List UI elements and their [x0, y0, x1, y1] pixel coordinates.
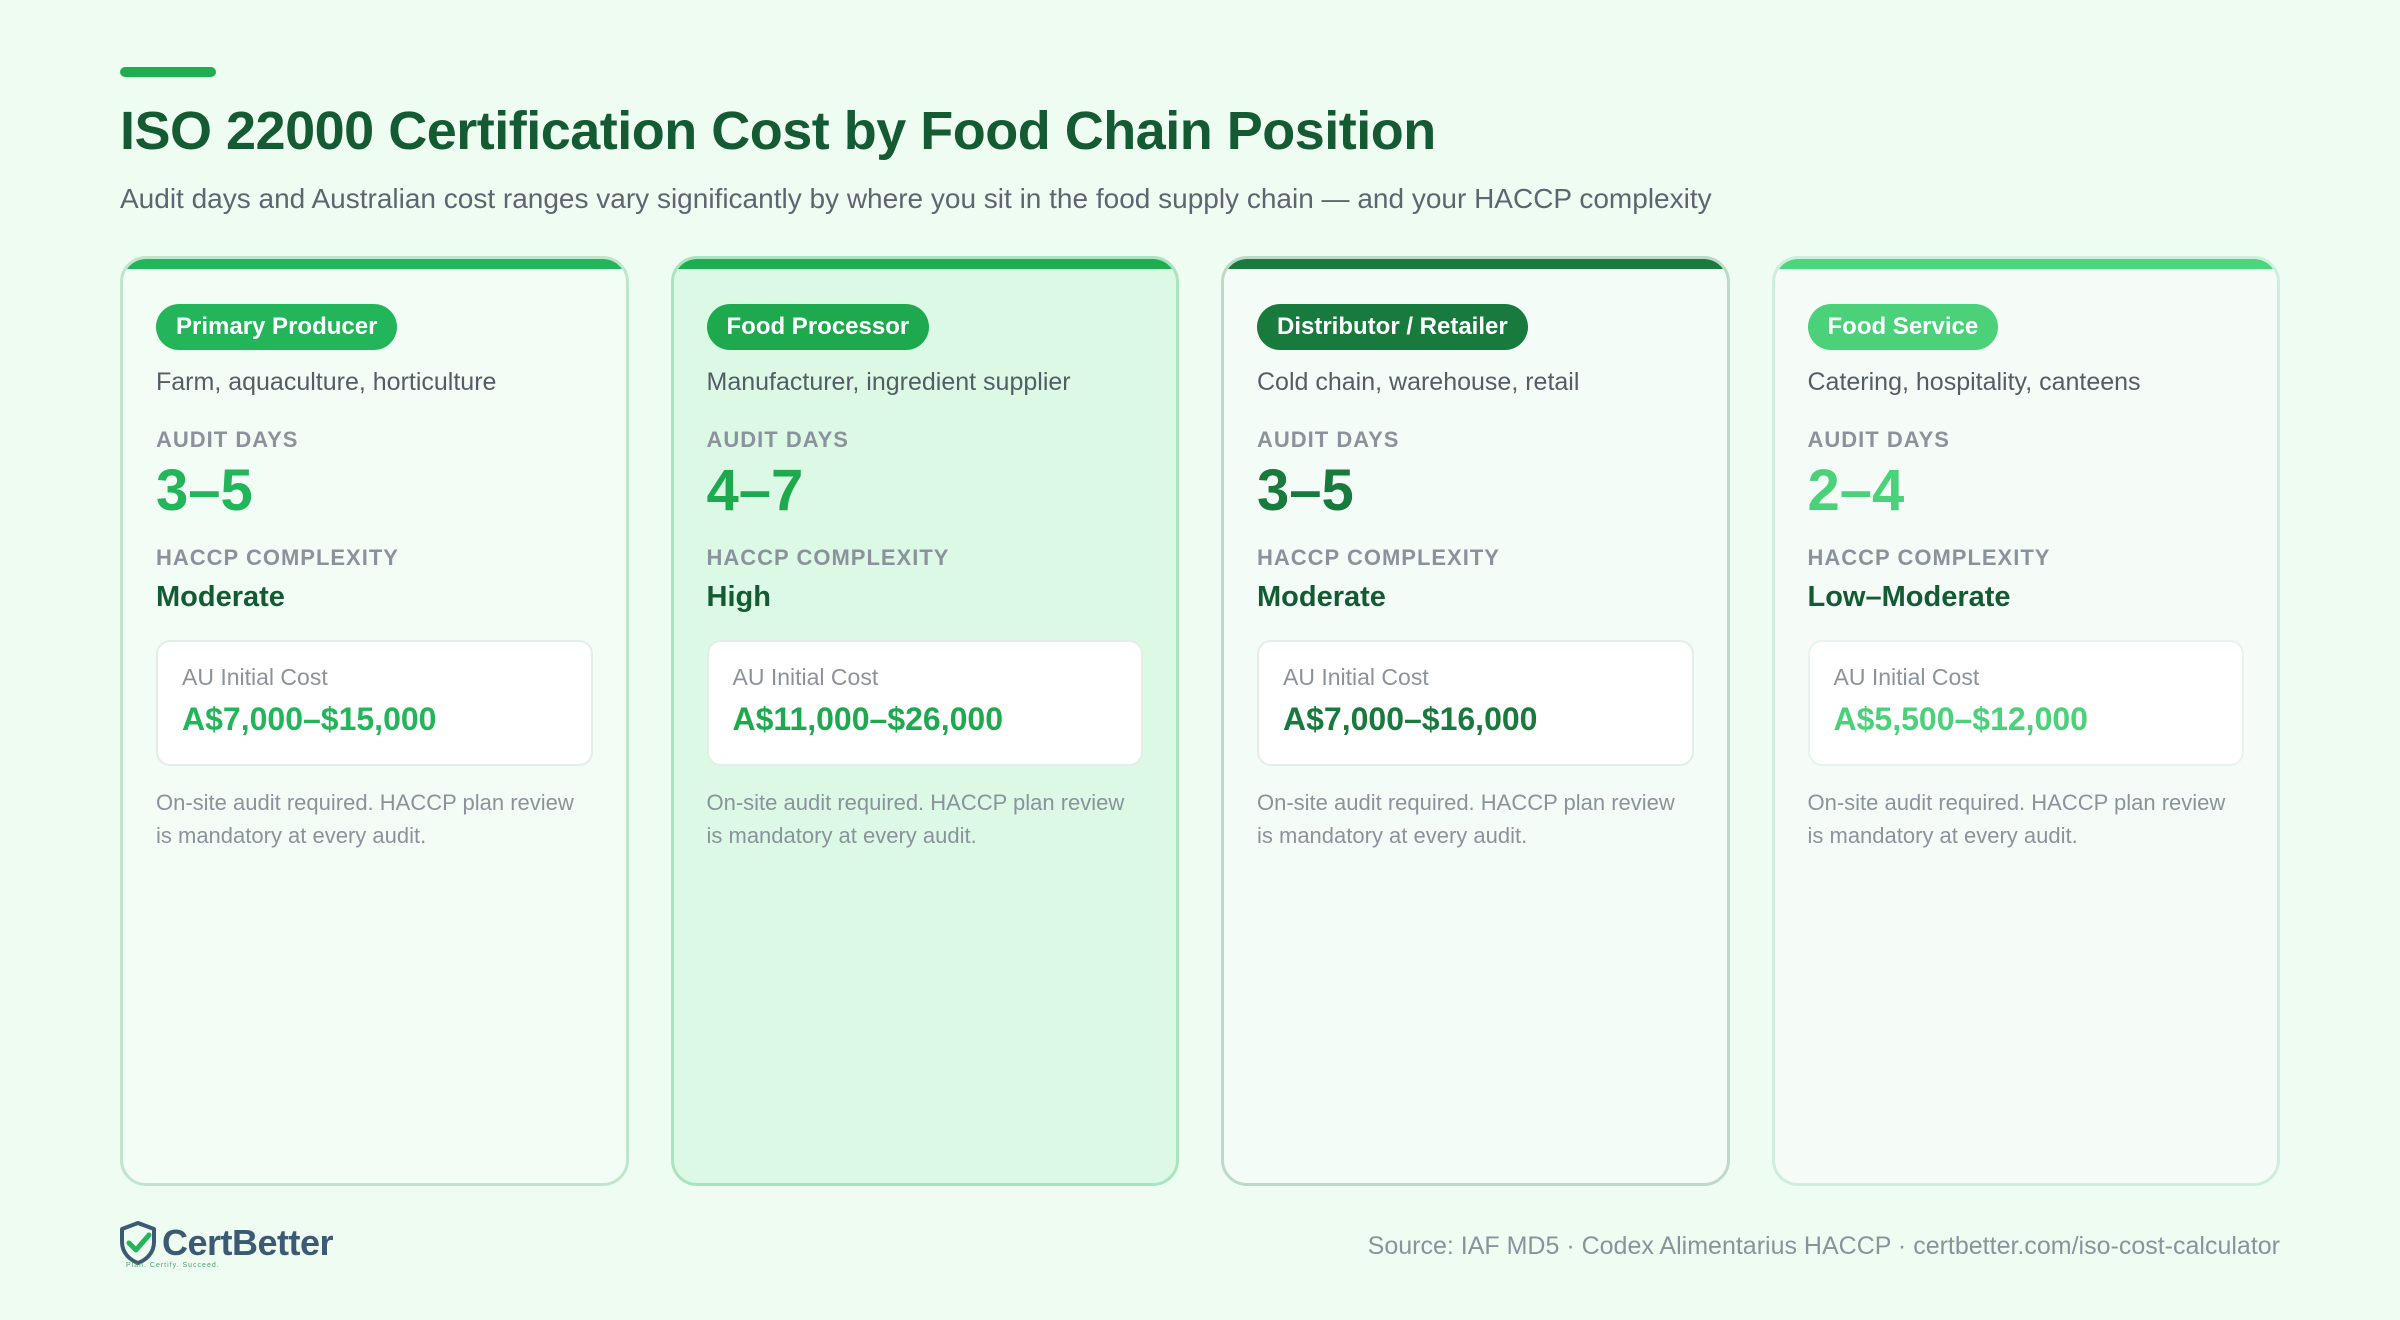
haccp-complexity-label: HACCP COMPLEXITY: [1807, 544, 2051, 570]
audit-days-label: AUDIT DAYS: [1257, 427, 1400, 452]
source-note: Source: IAF MD5 · Codex Alimentarius HAC…: [1367, 1232, 2280, 1260]
card-top-accent: [123, 259, 626, 269]
audit-days-value: 3–5: [1257, 458, 1354, 523]
card-note: On-site audit required. HACCP plan revie…: [156, 789, 574, 848]
category-badge: Food Processor: [706, 304, 930, 350]
category-badge: Food Service: [1807, 304, 1999, 350]
haccp-complexity-value: Moderate: [1257, 580, 1386, 613]
certbetter-logo: CertBetter: [118, 1220, 334, 1266]
cost-box: AU Initial Cost A$5,500–$12,000: [1807, 639, 2244, 766]
haccp-complexity-label: HACCP COMPLEXITY: [156, 544, 399, 570]
cards-grid: Primary Producer Farm, aquaculture, hort…: [120, 256, 2280, 1186]
cost-value: A$11,000–$26,000: [732, 700, 1003, 737]
category-badge: Primary Producer: [156, 304, 398, 350]
card-primary-producer: Primary Producer Farm, aquaculture, hort…: [120, 256, 629, 1186]
card-description: Cold chain, warehouse, retail: [1257, 368, 1580, 396]
category-badge: Distributor / Retailer: [1257, 304, 1528, 350]
cost-label: AU Initial Cost: [182, 663, 328, 690]
cost-label: AU Initial Cost: [1833, 663, 1980, 690]
cost-label: AU Initial Cost: [1283, 663, 1429, 690]
card-description: Farm, aquaculture, horticulture: [156, 368, 497, 396]
card-top-accent: [1224, 259, 1727, 269]
card-note: On-site audit required. HACCP plan revie…: [1257, 789, 1675, 848]
cost-value: A$7,000–$16,000: [1283, 700, 1538, 737]
cost-value: A$7,000–$15,000: [182, 700, 437, 737]
cost-label: AU Initial Cost: [732, 663, 879, 690]
haccp-complexity-value: High: [706, 580, 771, 613]
card-note: On-site audit required. HACCP plan revie…: [706, 789, 1125, 848]
cost-value: A$5,500–$12,000: [1833, 700, 2088, 737]
audit-days-label: AUDIT DAYS: [706, 427, 849, 452]
audit-days-label: AUDIT DAYS: [1807, 427, 1950, 452]
cost-box: AU Initial Cost A$7,000–$16,000: [1257, 639, 1694, 766]
card-food-service: Food Service Catering, hospitality, cant…: [1771, 256, 2280, 1186]
card-note: On-site audit required. HACCP plan revie…: [1807, 789, 2226, 848]
shield-check-icon: [118, 1220, 158, 1266]
audit-days-label: AUDIT DAYS: [156, 427, 299, 452]
page-title: ISO 22000 Certification Cost by Food Cha…: [120, 101, 1436, 161]
audit-days-value: 3–5: [156, 458, 253, 523]
page-subtitle: Audit days and Australian cost ranges va…: [120, 183, 1712, 214]
haccp-complexity-value: Low–Moderate: [1807, 580, 2011, 613]
haccp-complexity-label: HACCP COMPLEXITY: [1257, 544, 1500, 570]
card-food-processor: Food Processor Manufacturer, ingredient …: [670, 256, 1179, 1186]
title-accent-bar: [120, 67, 216, 77]
card-distributor-retailer: Distributor / Retailer Cold chain, wareh…: [1221, 256, 1730, 1186]
haccp-complexity-value: Moderate: [156, 580, 285, 613]
card-top-accent: [673, 259, 1176, 269]
card-description: Manufacturer, ingredient supplier: [706, 368, 1071, 396]
audit-days-value: 4–7: [706, 458, 804, 523]
haccp-complexity-label: HACCP COMPLEXITY: [706, 544, 950, 570]
card-top-accent: [1774, 259, 2277, 269]
audit-days-value: 2–4: [1807, 458, 1905, 523]
cost-box: AU Initial Cost A$7,000–$15,000: [156, 639, 593, 766]
logo-wordmark: CertBetter: [162, 1222, 334, 1263]
card-description: Catering, hospitality, canteens: [1807, 368, 2141, 396]
logo-tagline: Plan. Certify. Succeed.: [126, 1262, 220, 1269]
cost-box: AU Initial Cost A$11,000–$26,000: [706, 639, 1143, 766]
